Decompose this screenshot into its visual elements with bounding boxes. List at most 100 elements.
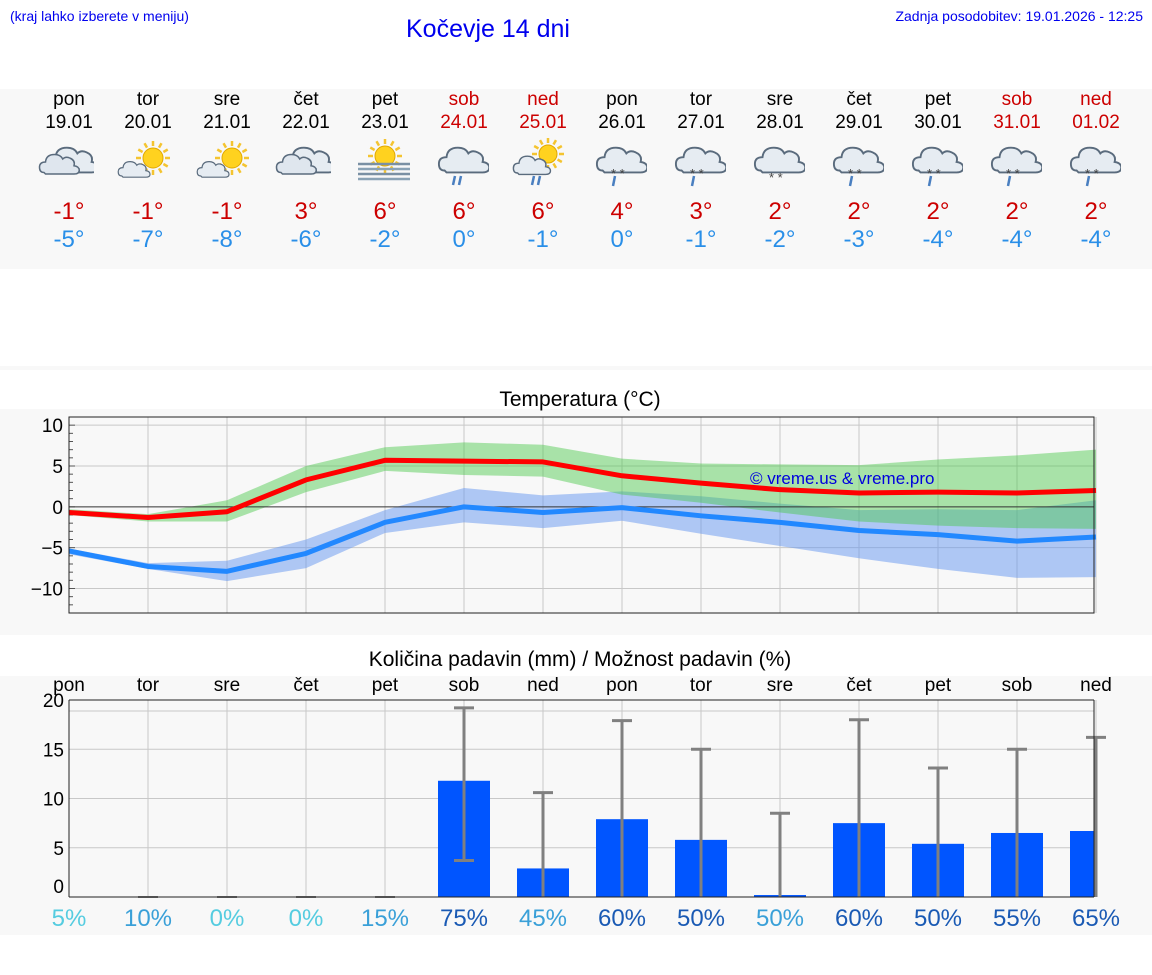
precip-day-label: ned xyxy=(527,675,559,696)
temp-max: 4° xyxy=(610,198,634,225)
precip-chance: 50% xyxy=(913,905,963,932)
sun-fog-icon xyxy=(358,139,410,181)
day-date: 19.01 xyxy=(45,112,93,133)
rain-drop xyxy=(927,175,933,187)
rain-drop xyxy=(1006,175,1012,187)
day-name: tor xyxy=(136,89,160,110)
sun-ray xyxy=(241,162,248,168)
temp-min: -1° xyxy=(685,226,717,253)
last-updated: Zadnja posodobitev: 19.01.2026 - 12:25 xyxy=(895,8,1143,24)
cloud xyxy=(990,146,1042,174)
precip-day-label: sre xyxy=(213,675,241,696)
sun-ray xyxy=(375,140,381,147)
precip-chance: 60% xyxy=(834,905,884,932)
temp-max: 3° xyxy=(689,198,713,225)
sun-rain-icon xyxy=(512,138,564,186)
rain-drop xyxy=(457,175,463,186)
snow-flake: * * xyxy=(1006,166,1020,181)
sun-ray xyxy=(389,140,395,147)
rain-cloud-icon xyxy=(437,146,489,186)
temp-max: 2° xyxy=(1084,198,1108,225)
cloud xyxy=(196,161,230,178)
cloudy-icon xyxy=(38,146,94,175)
temp-plot-border xyxy=(68,416,1095,614)
day-name: pon xyxy=(53,89,85,110)
temp-max: 6° xyxy=(452,198,476,225)
cloud-shape xyxy=(38,153,81,175)
precip-chance: 0% xyxy=(288,905,324,932)
day-date: 25.01 xyxy=(519,112,567,133)
max-temp-line xyxy=(68,457,1097,520)
day-date: 20.01 xyxy=(124,112,172,133)
sun-ray xyxy=(236,142,242,149)
sun-ray xyxy=(216,148,223,154)
cloud xyxy=(832,146,884,174)
sun-ray xyxy=(552,139,558,146)
temp-min: -4° xyxy=(922,226,954,253)
sun-ray xyxy=(157,167,163,174)
day-date: 30.01 xyxy=(914,112,962,133)
temp-max: 3° xyxy=(294,198,318,225)
rain-drop xyxy=(1085,175,1091,187)
precip-day-label: tor xyxy=(136,675,160,696)
snow-flake: * * xyxy=(848,166,862,181)
precip-day-label: pet xyxy=(924,675,952,696)
sun-ray xyxy=(538,139,544,146)
temp-y-tick: 0 xyxy=(52,498,63,519)
temp-max: 6° xyxy=(531,198,555,225)
cloud xyxy=(753,146,805,174)
cloud-shape xyxy=(437,146,489,174)
temp-max: -1° xyxy=(53,198,85,225)
cloud xyxy=(595,146,647,174)
day-name: sre xyxy=(766,89,794,110)
forecast-strip xyxy=(0,89,1152,269)
cloud-shape xyxy=(674,146,726,174)
sleet-cloud-icon: * * xyxy=(911,146,963,187)
temp-max: 6° xyxy=(373,198,397,225)
sun-ray xyxy=(394,146,401,152)
temp-min: -5° xyxy=(53,226,85,253)
temp-min: -4° xyxy=(1001,226,1033,253)
location-menu-hint[interactable]: (kraj lahko izberete v meniju) xyxy=(10,8,189,24)
snow-flake: * * xyxy=(611,166,625,181)
rain-drop xyxy=(530,175,536,186)
temp-min: 0° xyxy=(452,226,476,253)
precip-y-tick: 20 xyxy=(43,691,64,712)
cloudy-icon xyxy=(275,146,331,175)
temp-chart-title: Temperatura (°C) xyxy=(499,388,661,411)
cloud xyxy=(1069,146,1121,174)
sun-ray xyxy=(369,146,376,152)
temp-max: 2° xyxy=(768,198,792,225)
precip-chance: 0% xyxy=(209,905,245,932)
rain-drop xyxy=(536,175,542,186)
sleet-cloud-icon: * * xyxy=(1069,146,1121,187)
temp-max: -1° xyxy=(132,198,164,225)
separator xyxy=(0,366,1152,370)
precip-chance: 75% xyxy=(439,905,489,932)
day-name: pon xyxy=(606,89,638,110)
precip-day-label: pon xyxy=(606,675,638,696)
rain-drop xyxy=(690,175,696,187)
snow-flake: * * xyxy=(927,166,941,181)
temp-min: -7° xyxy=(132,226,164,253)
day-name: sob xyxy=(448,89,480,110)
temp-max: -1° xyxy=(211,198,243,225)
temp-min: -6° xyxy=(290,226,322,253)
cloud-shape xyxy=(512,155,552,176)
min-temp-band xyxy=(69,488,1096,582)
temp-max: 2° xyxy=(847,198,871,225)
day-name: tor xyxy=(689,89,713,110)
day-date: 26.01 xyxy=(598,112,646,133)
sun-ray xyxy=(137,148,144,154)
min-temp-line xyxy=(68,504,1097,574)
temp-min: -1° xyxy=(527,226,559,253)
sleet-cloud-icon: * * xyxy=(674,146,726,187)
sun-ray xyxy=(241,148,248,154)
cloud-shape xyxy=(275,153,318,175)
cloud xyxy=(38,153,81,175)
day-name: pet xyxy=(924,89,952,110)
precip-chance: 50% xyxy=(755,905,805,932)
snow-flake: * * xyxy=(690,166,704,181)
precip-bar xyxy=(1070,831,1094,897)
